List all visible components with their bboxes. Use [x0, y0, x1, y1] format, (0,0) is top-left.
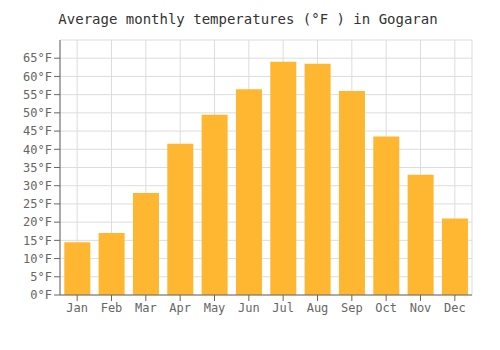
svg-text:Sep: Sep — [341, 301, 363, 315]
svg-text:50°F: 50°F — [23, 106, 52, 120]
svg-text:45°F: 45°F — [23, 124, 52, 138]
svg-text:0°F: 0°F — [30, 288, 52, 302]
svg-text:Nov: Nov — [410, 301, 432, 315]
svg-text:5°F: 5°F — [30, 270, 52, 284]
svg-text:Mar: Mar — [135, 301, 157, 315]
svg-text:20°F: 20°F — [23, 215, 52, 229]
svg-text:60°F: 60°F — [23, 70, 52, 84]
svg-text:Jul: Jul — [272, 301, 294, 315]
svg-text:25°F: 25°F — [23, 197, 52, 211]
svg-text:15°F: 15°F — [23, 234, 52, 248]
svg-text:55°F: 55°F — [23, 88, 52, 102]
svg-text:30°F: 30°F — [23, 179, 52, 193]
svg-text:Jan: Jan — [66, 301, 88, 315]
svg-text:65°F: 65°F — [23, 51, 52, 65]
svg-text:Jun: Jun — [238, 301, 260, 315]
svg-text:May: May — [204, 301, 226, 315]
html-text:Average monthly temperatures (: Average monthly temperatures (°F ) in Go… — [58, 11, 438, 27]
svg-text:35°F: 35°F — [23, 161, 52, 175]
svg-text:Dec: Dec — [444, 301, 466, 315]
svg-text:Aug: Aug — [307, 301, 329, 315]
svg-text:10°F: 10°F — [23, 252, 52, 266]
svg-text:40°F: 40°F — [23, 143, 52, 157]
svg-text:Apr: Apr — [169, 301, 191, 315]
svg-text:Oct: Oct — [375, 301, 397, 315]
svg-text:Feb: Feb — [101, 301, 123, 315]
